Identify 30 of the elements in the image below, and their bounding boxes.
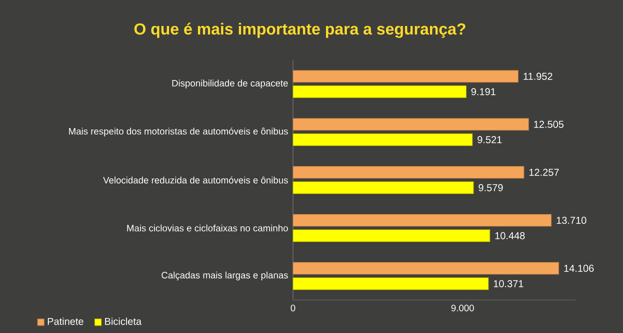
chart-title: O que é mais importante para a segurança?: [134, 22, 466, 38]
y-tick-label: Velocidade reduzida de automóveis e ônibus: [103, 176, 288, 184]
x-tick-label: 0: [290, 304, 296, 312]
data-label: 12.505: [534, 120, 564, 128]
data-label: 10.371: [494, 280, 524, 288]
bar: [292, 118, 529, 131]
bar: [292, 166, 524, 179]
bar: [292, 262, 560, 275]
data-label: 14.106: [564, 264, 594, 272]
legend-label: Bicicleta: [105, 318, 142, 325]
legend-label: Patinete: [48, 318, 84, 325]
bar: [292, 181, 474, 194]
bar: [292, 85, 466, 98]
x-tick-label: 9.000: [451, 304, 474, 312]
y-tick-label: Disponibilidade de capacete: [172, 80, 288, 88]
bar: [292, 70, 519, 83]
y-tick-label: Calçadas mais largas e planas: [162, 272, 288, 280]
data-label: 13.710: [556, 216, 586, 224]
data-label: 10.448: [495, 232, 525, 240]
y-tick-label: Mais respeito dos motoristas de automóveis e ônibus: [69, 128, 288, 136]
bar: [292, 214, 552, 227]
data-label: 11.952: [524, 72, 552, 80]
bar: [292, 229, 490, 242]
data-label: 9.191: [471, 88, 496, 96]
data-label: 9.521: [478, 136, 502, 144]
bar: [292, 133, 473, 146]
y-tick-label: Mais ciclovias e ciclofaixas no caminho: [127, 224, 288, 232]
data-label: 9.579: [478, 184, 503, 192]
data-label: 12.257: [529, 168, 559, 176]
bar: [292, 277, 489, 290]
